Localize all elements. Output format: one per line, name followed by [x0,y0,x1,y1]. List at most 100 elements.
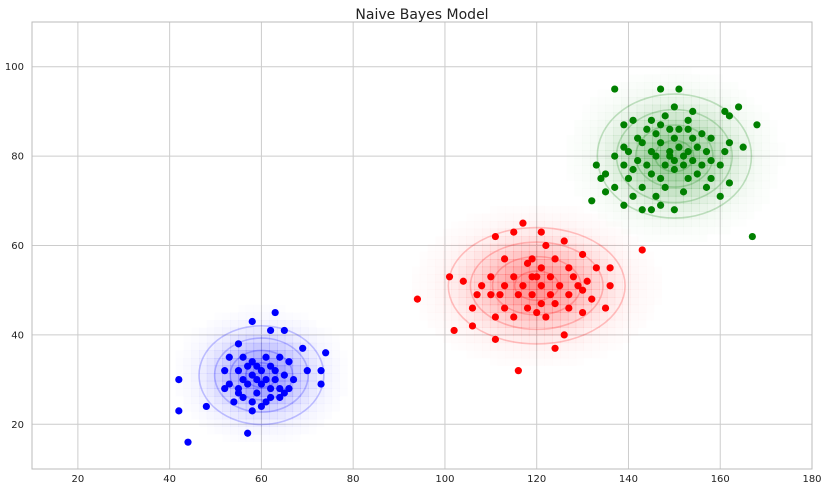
density-cell [691,211,700,220]
density-cell [667,180,677,189]
scatter-point [510,313,518,321]
density-cell [521,206,529,214]
density-cell [591,319,600,328]
density-cell [599,243,608,252]
density-cell [637,234,645,242]
density-cell [675,157,685,167]
density-cell [607,229,615,237]
density-cell [605,135,614,144]
density-cell [474,221,482,229]
density-cell [691,219,699,227]
density-cell [762,188,770,196]
density-cell [458,251,468,260]
density-cell [435,244,443,252]
density-cell [482,266,491,275]
density-cell [521,289,530,298]
density-cell [277,426,285,434]
density-cell [489,281,499,290]
density-cell [644,135,653,144]
density-cell [222,395,231,405]
density-cell [598,97,606,105]
density-cell [762,173,770,181]
scatter-point [643,125,651,133]
density-cell [723,226,731,234]
density-cell [316,335,324,343]
density-cell [308,365,317,374]
density-cell [521,228,530,237]
density-cell [428,274,436,282]
density-cell [574,135,582,143]
scatter-point [656,139,665,147]
density-cell [505,259,514,268]
density-cell [497,297,507,306]
density-cell [613,180,622,189]
density-cell [332,388,340,396]
scatter-point [661,112,669,120]
density-cell [277,335,286,344]
scatter-point [620,143,628,151]
density-cell [660,142,669,151]
density-cell [722,127,731,136]
density-cell [513,274,522,283]
density-cell [450,259,460,268]
density-cell [245,403,255,412]
density-cell [199,328,207,336]
density-cell [590,188,598,196]
scatter-point [578,308,587,317]
density-cell [207,426,215,434]
scatter-point [478,282,486,290]
density-cell [699,74,707,82]
density-cell [482,259,491,268]
density-cell [428,244,436,252]
density-cell [528,243,538,252]
density-cell [474,274,483,283]
scatter-point [620,161,628,169]
density-cell [667,188,677,197]
density-cell [621,188,630,197]
density-cell [576,350,584,358]
density-cell [560,206,568,214]
density-cell [222,350,231,359]
density-cell [332,404,340,412]
density-cell [667,173,677,182]
density-cell [498,358,506,366]
scatter-point [684,125,692,133]
density-cell [269,395,278,405]
density-cell [284,403,294,412]
density-cell [714,150,724,159]
density-cell [684,226,692,234]
density-cell [238,305,246,313]
density-cell [199,335,207,343]
density-cell [706,112,716,121]
density-cell [714,188,724,197]
density-cell [615,327,623,335]
density-cell [536,335,546,344]
density-cell [667,195,677,205]
density-cell [597,157,607,167]
scatter-point [629,192,637,200]
density-cell [215,328,223,336]
density-cell [745,157,755,167]
density-cell [621,104,630,113]
density-cell [597,135,607,144]
scatter-point [244,380,252,388]
density-cell [591,350,599,358]
density-cell [630,327,638,335]
density-cell [722,188,731,197]
density-cell [714,135,724,144]
density-cell [316,373,325,382]
density-cell [668,226,676,234]
density-cell [292,335,301,344]
scatter-point [689,134,697,142]
density-cell [552,251,561,260]
scatter-point [266,326,275,335]
density-cell [489,243,499,252]
density-cell [614,251,624,260]
density-cell [191,404,199,412]
density-cell [324,335,332,343]
density-cell [745,180,755,189]
density-cell [668,74,676,82]
scatter-point [266,362,275,370]
density-cell [683,104,692,113]
scatter-point [611,183,619,191]
